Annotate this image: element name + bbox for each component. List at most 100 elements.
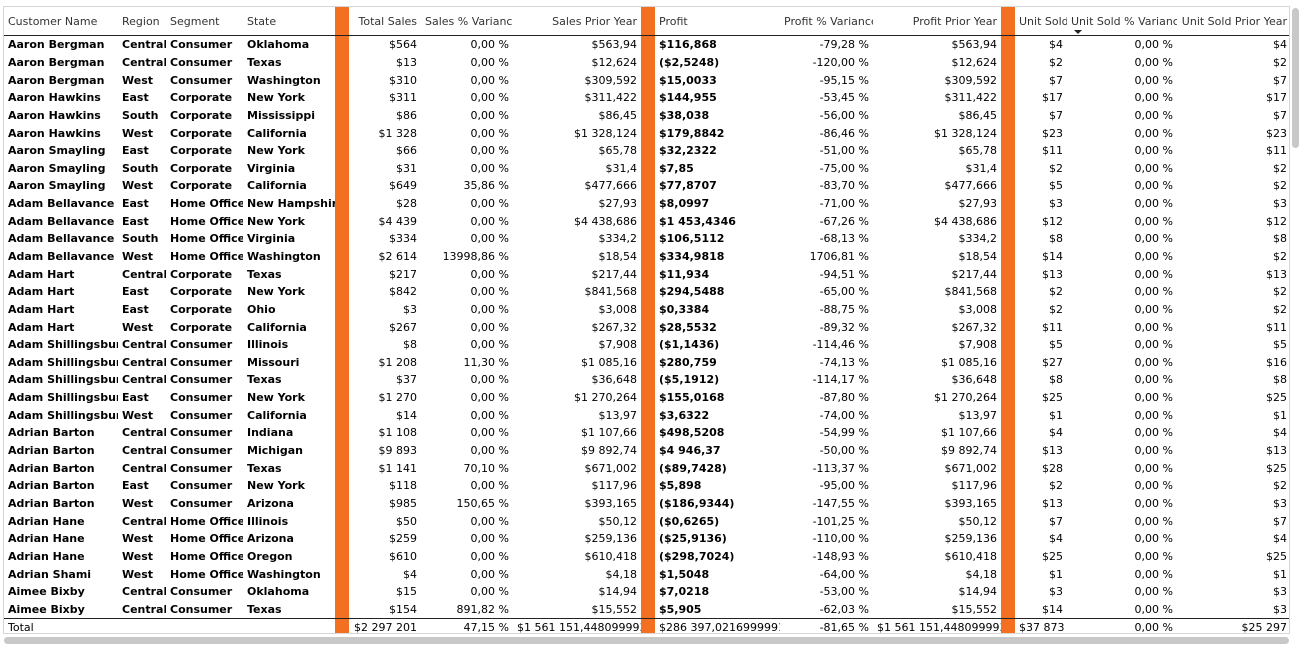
cell-profit-variance: -113,37 % [812, 461, 869, 475]
cell-unit-sold-variance: 0,00 % [1134, 426, 1173, 440]
cell-profit-prior-year: $9 892,74 [941, 444, 997, 458]
table-row[interactable]: Adam Bellavance East Home Office New York $4… [4, 212, 1289, 231]
orange-separator-cell [641, 565, 655, 583]
cell-sales-variance: 11,30 % [463, 355, 509, 369]
table-row[interactable]: Adam Shillingsburg Central Consumer Illinoi… [4, 335, 1289, 354]
table-row[interactable]: Aimee Bixby Central Consumer Oklahoma $15 0,0… [4, 582, 1289, 601]
cell-sales-variance: 0,00 % [470, 426, 509, 440]
cell-total-sales: $31 [396, 161, 417, 175]
cell-sales-variance: 0,00 % [470, 161, 509, 175]
table-row[interactable]: Adam Shillingsburg West Consumer California… [4, 406, 1289, 425]
cell-region: Central [122, 514, 166, 528]
cell-region: East [122, 285, 149, 299]
table-row[interactable]: Aaron Smayling West Corporate California $64… [4, 177, 1289, 195]
table-row[interactable]: Adrian Hane West Home Office Arizona $259 0,0… [4, 529, 1289, 548]
column-header-sales-prior-year[interactable]: Sales Prior Year [513, 7, 641, 36]
table-row[interactable]: Adam Shillingsburg East Consumer New York $1… [4, 388, 1289, 407]
table-row[interactable]: Adrian Barton Central Consumer Michigan $9 8… [4, 441, 1289, 460]
cell-unit-sold-prior-year: $25 [1266, 549, 1287, 563]
orange-separator-cell [1001, 265, 1015, 283]
table-row[interactable]: Aaron Hawkins South Corporate Mississippi $8… [4, 106, 1289, 125]
cell-unit-sold-variance: 0,00 % [1134, 55, 1173, 69]
column-header-total-sales[interactable]: Total Sales [349, 7, 421, 36]
column-header-profit-prior-year[interactable]: Profit Prior Year [873, 7, 1001, 36]
orange-separator-cell [641, 106, 655, 125]
table-row[interactable]: Adam Bellavance West Home Office Washington… [4, 247, 1289, 266]
cell-state: Oklahoma [247, 38, 310, 52]
cell-unit-sold: $13 [1042, 444, 1063, 458]
column-header-customer-name[interactable]: Customer Name [4, 7, 118, 36]
cell-profit: ($186,9344) [659, 496, 735, 510]
table-row[interactable]: Aaron Hawkins West Corporate California $1 3… [4, 124, 1289, 142]
table-row[interactable]: Aaron Hawkins East Corporate New York $311 0,… [4, 88, 1289, 107]
cell-region: Central [122, 602, 166, 616]
cell-profit: $498,5208 [659, 426, 725, 440]
table-row[interactable]: Adam Shillingsburg Central Consumer Missour… [4, 353, 1289, 372]
column-header-unit-sold-prior-year[interactable]: Unit Sold Prior Year [1177, 7, 1289, 36]
cell-segment: Home Office [170, 250, 243, 263]
table-row[interactable]: Aaron Bergman Central Consumer Texas $13 0,00… [4, 53, 1289, 72]
cell-profit-variance: -110,00 % [812, 532, 869, 546]
column-header-segment[interactable]: Segment [166, 7, 243, 36]
cell-profit-variance: -114,46 % [812, 338, 869, 352]
cell-state: Oklahoma [247, 585, 310, 599]
table-row[interactable]: Adrian Barton Central Consumer Texas $1 141 7… [4, 459, 1289, 478]
orange-separator-cell [641, 88, 655, 107]
cell-unit-sold-prior-year: $2 [1273, 285, 1287, 299]
table-row[interactable]: Adam Hart East Corporate Ohio $3 0,00 % $3,008… [4, 300, 1289, 319]
table-row[interactable]: Aaron Bergman Central Consumer Oklahoma $564… [4, 35, 1289, 54]
cell-profit-variance: -67,26 % [819, 214, 869, 228]
column-header-profit[interactable]: Profit [655, 7, 780, 36]
cell-profit-variance: -79,28 % [819, 38, 869, 52]
orange-separator-cell [335, 353, 349, 372]
horizontal-scrollbar[interactable] [4, 637, 1289, 644]
column-header-unit-sold-variance[interactable]: Unit Sold % Variance [1067, 7, 1177, 36]
table-row[interactable]: Adam Bellavance East Home Office New Hampsh… [4, 194, 1289, 213]
cell-profit-prior-year: $334,2 [958, 232, 998, 246]
cell-total-sales: $310 [389, 73, 417, 87]
table-row[interactable]: Adam Hart East Corporate New York $842 0,00 %… [4, 282, 1289, 301]
table-row[interactable]: Adrian Hane Central Home Office Illinois $50… [4, 512, 1289, 530]
cell-unit-sold: $25 [1042, 549, 1063, 563]
column-header-state[interactable]: State [243, 7, 335, 36]
cell-profit-variance: -88,75 % [819, 302, 869, 316]
table-row[interactable]: Adam Shillingsburg Central Consumer Texas $3… [4, 371, 1289, 389]
table-row[interactable]: Adrian Barton East Consumer New York $118 0,0… [4, 477, 1289, 495]
table-row[interactable]: Aimee Bixby Central Consumer Texas $154 891,8… [4, 600, 1289, 619]
sort-descending-icon [1074, 30, 1082, 34]
table-row[interactable]: Adam Bellavance South Home Office Virginia $… [4, 230, 1289, 248]
table-row[interactable]: Aaron Smayling East Corporate New York $66 0,… [4, 141, 1289, 160]
cell-profit: ($0,6265) [659, 514, 720, 528]
cell-unit-sold-variance: 0,00 % [1134, 391, 1173, 405]
cell-sales-variance: 0,00 % [470, 532, 509, 546]
table-row[interactable]: Adrian Barton Central Consumer Indiana $1 10… [4, 424, 1289, 442]
total-row[interactable]: Total $2 297 201 47,15 % $1 561 151,4480999… [4, 618, 1289, 633]
orange-separator-column [335, 7, 349, 36]
cell-profit: $7,0218 [659, 585, 710, 599]
cell-sales-variance: 0,00 % [470, 285, 509, 299]
vertical-scrollbar[interactable] [1292, 8, 1299, 148]
orange-separator-cell [1001, 406, 1015, 425]
cell-state: Washington [247, 250, 321, 263]
cell-customer-name: Adam Hart [8, 267, 75, 281]
cell-profit-variance: -75,00 % [819, 161, 869, 175]
column-header-region[interactable]: Region [118, 7, 166, 36]
table-row[interactable]: Adrian Barton West Consumer Arizona $985 150,… [4, 494, 1289, 513]
column-header-sales-variance[interactable]: Sales % Variance [421, 7, 513, 36]
table-row[interactable]: Aaron Smayling South Corporate Virginia $31 0… [4, 159, 1289, 178]
cell-segment: Home Office [170, 232, 243, 246]
table-row[interactable]: Adam Hart Central Corporate Texas $217 0,00 %… [4, 265, 1289, 283]
cell-state: New York [247, 479, 305, 493]
cell-segment: Corporate [170, 302, 233, 316]
table-row[interactable]: Aaron Bergman West Consumer Washington $310 0… [4, 71, 1289, 89]
table-row[interactable]: Adrian Hane West Home Office Oregon $610 0,00… [4, 547, 1289, 566]
column-header-unit-sold[interactable]: Unit Sold [1015, 7, 1067, 36]
table-row[interactable]: Adrian Shami West Home Office Washington $4 0… [4, 565, 1289, 583]
column-header-profit-variance[interactable]: Profit % Variance [780, 7, 873, 36]
cell-region: Central [122, 373, 166, 387]
cell-profit: $144,955 [659, 91, 717, 105]
cell-sales-prior-year: $259,136 [584, 532, 638, 546]
orange-separator-cell [335, 194, 349, 213]
table-row[interactable]: Adam Hart West Corporate California $267 0,00… [4, 318, 1289, 336]
cell-unit-sold-prior-year: $25 [1266, 461, 1287, 475]
